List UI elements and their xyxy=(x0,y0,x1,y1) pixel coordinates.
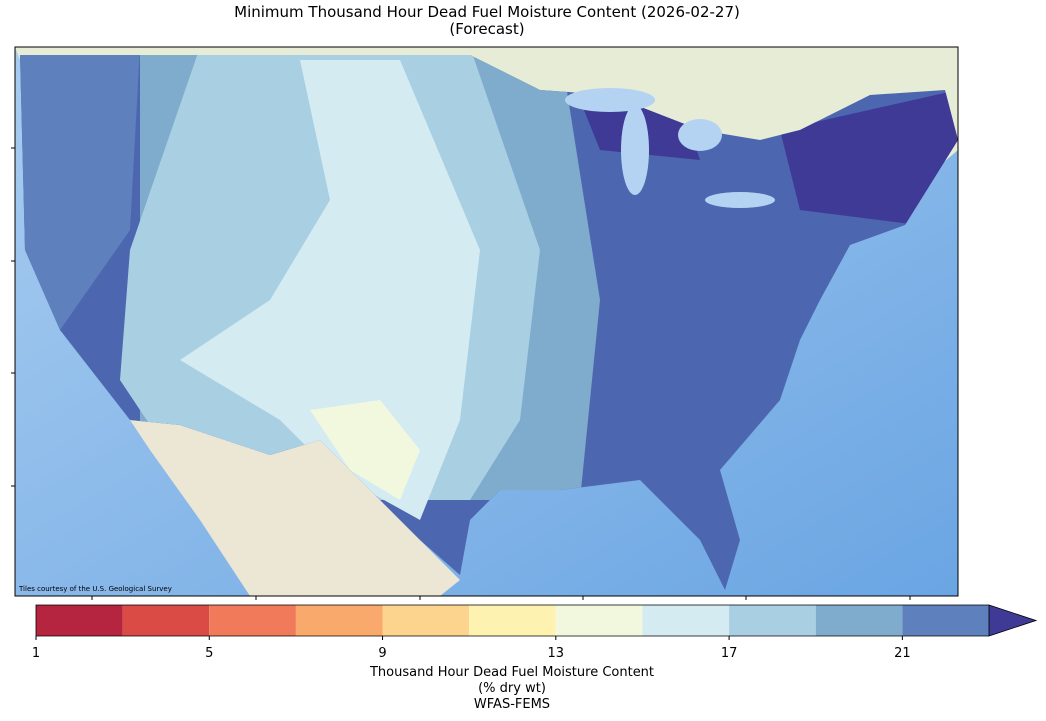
colorbar-tick-label: 21 xyxy=(894,646,911,661)
colorbar-segment xyxy=(382,605,470,636)
lake xyxy=(565,88,655,112)
mexico-land xyxy=(130,420,460,596)
colorbar-segment xyxy=(36,605,123,636)
colorbar-segment xyxy=(815,605,903,636)
attribution: Tiles courtesy of the U.S. Geological Su… xyxy=(18,585,172,593)
colorbar-extension xyxy=(988,604,1038,637)
colorbar-segment xyxy=(295,605,383,636)
colorbar-segment xyxy=(555,605,643,636)
colorbar-segment xyxy=(122,605,210,636)
axis-ticks xyxy=(11,147,911,600)
title: Minimum Thousand Hour Dead Fuel Moisture… xyxy=(234,3,740,21)
colorbar-label: (% dry wt) xyxy=(478,681,546,696)
lake xyxy=(621,105,649,195)
canada-land xyxy=(15,47,958,230)
colorbar-tick-label: 5 xyxy=(205,646,213,661)
colorbar-segment xyxy=(902,605,989,636)
colorbar-tick-label: 1 xyxy=(32,646,40,661)
colorbar: 1 5 9 13 17 21 xyxy=(32,604,1038,661)
title: (Forecast) xyxy=(449,20,524,38)
colorbar-tick-label: 13 xyxy=(548,646,565,661)
colorbar-tick-label: 17 xyxy=(721,646,738,661)
colorbar-tick-label: 9 xyxy=(378,646,386,661)
colorbar-segment xyxy=(469,605,556,636)
lake xyxy=(678,119,722,151)
colorbar-segment xyxy=(642,605,730,636)
colorbar-segment xyxy=(209,605,296,636)
map: Tiles courtesy of the U.S. Geological Su… xyxy=(15,47,958,596)
colorbar-segment xyxy=(729,605,816,636)
colorbar-label: Thousand Hour Dead Fuel Moisture Content xyxy=(369,665,654,680)
colorbar-outline xyxy=(35,604,989,637)
colorbar-label: WFAS-FEMS xyxy=(474,697,550,712)
map-frame xyxy=(14,46,959,597)
lake xyxy=(705,192,775,208)
